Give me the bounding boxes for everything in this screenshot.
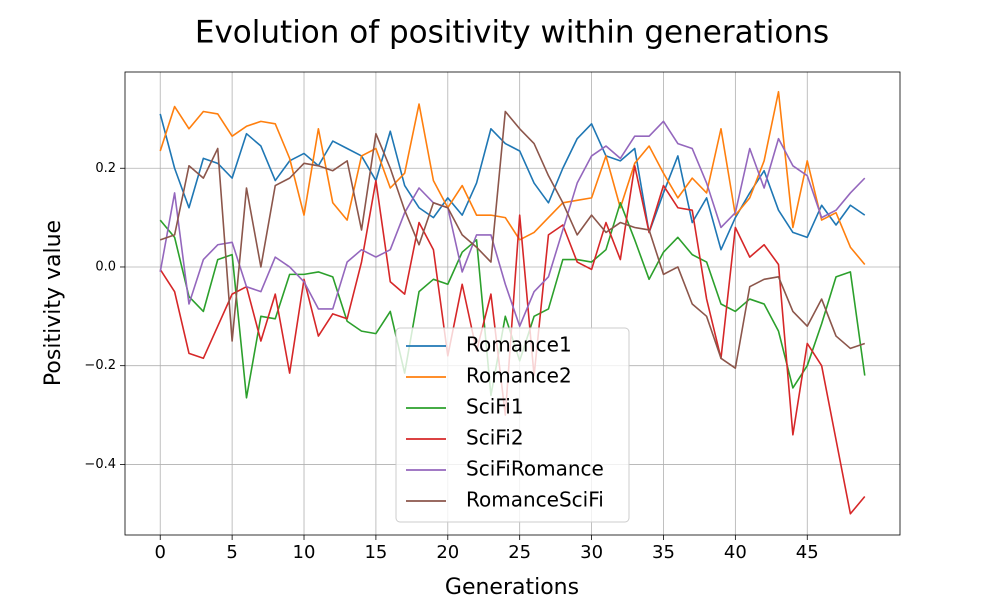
legend-label: RomanceSciFi — [466, 488, 604, 512]
legend-label: Romance2 — [466, 364, 572, 388]
legend-box — [395, 327, 630, 523]
x-tick-label: 5 — [226, 542, 237, 563]
x-tick-label: 30 — [580, 542, 603, 563]
y-tick-label: −0.2 — [84, 358, 116, 373]
series-line — [159, 164, 866, 515]
series-line — [159, 110, 866, 369]
plot-frame — [124, 71, 901, 536]
x-tick-label: 15 — [364, 542, 387, 563]
chart-title: Evolution of positivity within generatio… — [195, 15, 829, 51]
legend-label: SciFi1 — [466, 395, 524, 419]
x-tick-label: 35 — [652, 542, 675, 563]
y-axis-label: Positivity value — [41, 220, 66, 386]
y-tick-label: 0.0 — [95, 259, 116, 274]
y-tick-label: −0.4 — [84, 457, 116, 472]
x-tick-label: 40 — [724, 542, 747, 563]
x-axis-label: Generations — [445, 575, 579, 600]
x-tick-label: 25 — [508, 542, 531, 563]
y-tick-label: 0.2 — [95, 161, 116, 176]
series-line — [159, 120, 866, 328]
x-tick-label: 0 — [155, 542, 166, 563]
legend-label: SciFiRomance — [466, 457, 604, 481]
x-tick-label: 10 — [293, 542, 316, 563]
legend-label: SciFi2 — [466, 426, 524, 450]
series-line — [159, 90, 866, 266]
x-tick-label: 45 — [796, 542, 819, 563]
series-line — [159, 113, 866, 251]
legend-label: Romance1 — [466, 333, 572, 357]
x-tick-label: 20 — [436, 542, 459, 563]
